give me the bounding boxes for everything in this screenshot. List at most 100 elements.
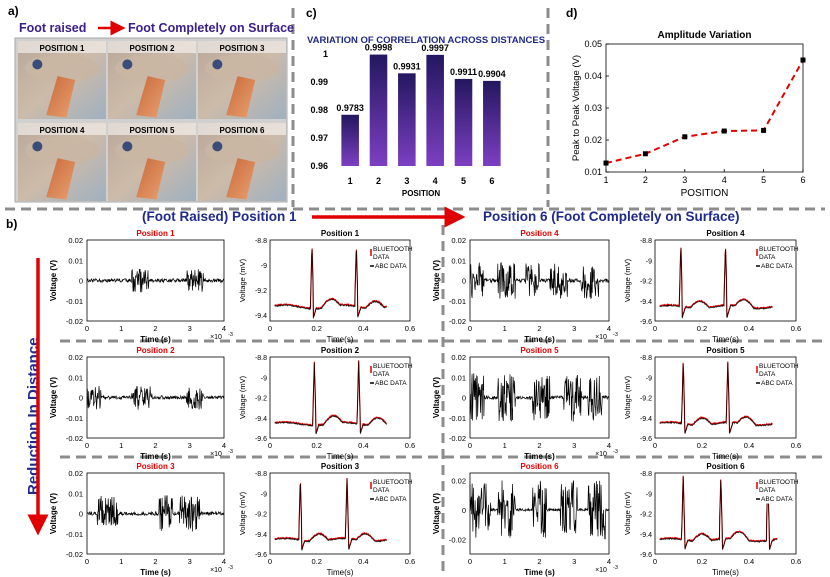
photo-caption: POSITION 2	[130, 44, 175, 53]
legend-box	[369, 359, 409, 388]
raw-plot-title: Position 6	[520, 462, 559, 471]
photo-sensor	[122, 59, 133, 70]
raw-x-tick-label: 0	[468, 441, 472, 450]
ecg-plot-title: Position 3	[321, 462, 360, 471]
raw-x-axis-label: Time (s)	[524, 335, 555, 344]
legend-bluetooth-label-2: DATA	[373, 487, 390, 494]
raw-exponent-power: -3	[228, 565, 233, 571]
legend-bluetooth-label-2: DATA	[373, 254, 390, 261]
amplitude-marker-4	[721, 128, 727, 134]
raw-x-axis-label: Time (s)	[140, 452, 171, 461]
ecg-y-tick-label: -9	[261, 375, 267, 382]
ecg-y-tick-label: -8.8	[640, 471, 652, 478]
x-tick-label: 6	[800, 175, 805, 185]
panel-c: c) VARIATION OF CORRELATION ACROSS DISTA…	[306, 6, 545, 198]
ecg-y-tick-label: -9.4	[640, 299, 652, 306]
y-tick-label: 0.96	[310, 161, 328, 171]
photo-sensor	[212, 141, 223, 152]
raw-x-tick-label: 3	[188, 324, 192, 333]
legend-box	[755, 242, 795, 271]
raw-y-axis-label: Voltage (V)	[49, 377, 58, 419]
y-tick-label: 0.98	[310, 105, 328, 115]
raw-y-tick-label: 0.02	[68, 353, 83, 362]
photo-caption-band	[18, 41, 106, 53]
ecg-y-tick-label: -9.2	[255, 512, 267, 519]
raw-x-tick-label: 0	[85, 324, 89, 333]
ecg-y-tick-label: -8.8	[255, 238, 267, 245]
ecg-y-tick-label: -9	[261, 263, 267, 270]
bar-position-5	[454, 78, 473, 166]
legend-abc-label: ABC DATA	[761, 380, 793, 387]
ecg-x-tick-label: 0.2	[311, 557, 321, 566]
raw-y-tick-label: -0.01	[66, 297, 83, 306]
raw-x-tick-label: 0	[468, 324, 472, 333]
raw-x-tick-label: 2	[153, 324, 157, 333]
ecg-y-tick-label: -9.6	[640, 552, 652, 559]
panel-a-label: a)	[8, 4, 19, 18]
ecg-y-tick-label: -9.4	[640, 416, 652, 423]
raw-plot-title: Position 2	[136, 346, 175, 355]
y-tick-label: 0.03	[584, 103, 602, 113]
raw-y-tick-label: 0.01	[68, 373, 83, 382]
raw-signal-trace	[86, 386, 225, 410]
raw-exponent-power: -3	[613, 449, 618, 455]
panel-a: a) Foot raised Foot Completely on Surfac…	[8, 4, 294, 203]
ecg-y-tick-label: -9.6	[640, 319, 652, 326]
photo-position-1: POSITION 1	[18, 41, 106, 119]
x-axis-label: POSITION	[681, 188, 729, 199]
legend-abc-label: ABC DATA	[375, 496, 407, 503]
raw-y-tick-label: 0.01	[451, 256, 466, 265]
ecg-x-tick-label: 0.2	[311, 324, 321, 333]
x-tick-label: 5	[761, 175, 766, 185]
raw-x-axis-label: Time (s)	[140, 335, 171, 344]
ecg-x-axis-label: Time(s)	[327, 335, 354, 344]
ecg-y-tick-label: -9.2	[255, 288, 267, 295]
ecg-bluetooth-trace	[274, 477, 387, 550]
raw-plot-position-6: Position 6 0.02 0 -0.02 0 1 2 3 4 Time (s) ×10 -3 Vo…	[432, 462, 618, 577]
ecg-x-tick-label: 0.4	[358, 441, 368, 450]
ecg-y-tick-label: -9.4	[640, 532, 652, 539]
photo-caption: POSITION 5	[130, 126, 175, 135]
ecg-plot-title: Position 2	[321, 346, 360, 355]
legend-bluetooth-label-2: DATA	[759, 371, 776, 378]
raw-y-tick-label: 0.02	[451, 476, 466, 485]
legend-bluetooth-label: BLUETOOTH	[373, 479, 413, 486]
photo-position-3: POSITION 3	[198, 41, 286, 119]
legend-box	[369, 242, 409, 271]
photo-caption-band	[198, 41, 286, 53]
panel-b-label: b)	[6, 217, 17, 231]
legend-abc-label: ABC DATA	[375, 263, 407, 270]
photo-foot	[205, 136, 279, 165]
ecg-y-tick-label: -9.2	[640, 512, 652, 519]
raw-x-tick-label: 1	[119, 324, 123, 333]
ecg-y-tick-label: -9	[646, 258, 652, 265]
ecg-x-axis-label: Time(s)	[712, 452, 739, 461]
bar-value-label: 0.9783	[336, 103, 364, 113]
ecg-plot-title: Position 1	[321, 229, 360, 238]
ecg-x-tick-label: 0.6	[791, 441, 801, 450]
legend-bluetooth-label-2: DATA	[759, 487, 776, 494]
raw-y-tick-label: -0.02	[449, 434, 466, 443]
bar-value-label: 0.9911	[450, 67, 477, 77]
photo-position-5: POSITION 5	[108, 123, 196, 201]
bar-value-label: 0.9904	[478, 69, 506, 79]
x-tick-label: 2	[643, 175, 648, 185]
raw-y-tick-label: -0.01	[66, 530, 83, 539]
bar-value-label: 0.9931	[393, 61, 421, 71]
raw-x-tick-label: 4	[607, 441, 611, 450]
photo-foot	[205, 54, 279, 83]
raw-signal-trace	[86, 268, 225, 293]
ecg-x-tick-label: 0.2	[697, 441, 707, 450]
raw-y-axis-label: Voltage (V)	[432, 377, 441, 419]
raw-x-tick-label: 3	[572, 557, 576, 566]
ecg-y-tick-label: -9.2	[640, 279, 652, 286]
ecg-plot-position-1: Position 1 -8.8 -9 -9.2 -9.40 0.2 0.4 0.6 Time(s…	[238, 229, 415, 344]
raw-y-tick-label: 0.01	[451, 373, 466, 382]
raw-y-axis-label: Voltage (V)	[432, 260, 441, 302]
ecg-bluetooth-trace	[659, 361, 773, 434]
ecg-x-tick-label: 0	[268, 441, 272, 450]
